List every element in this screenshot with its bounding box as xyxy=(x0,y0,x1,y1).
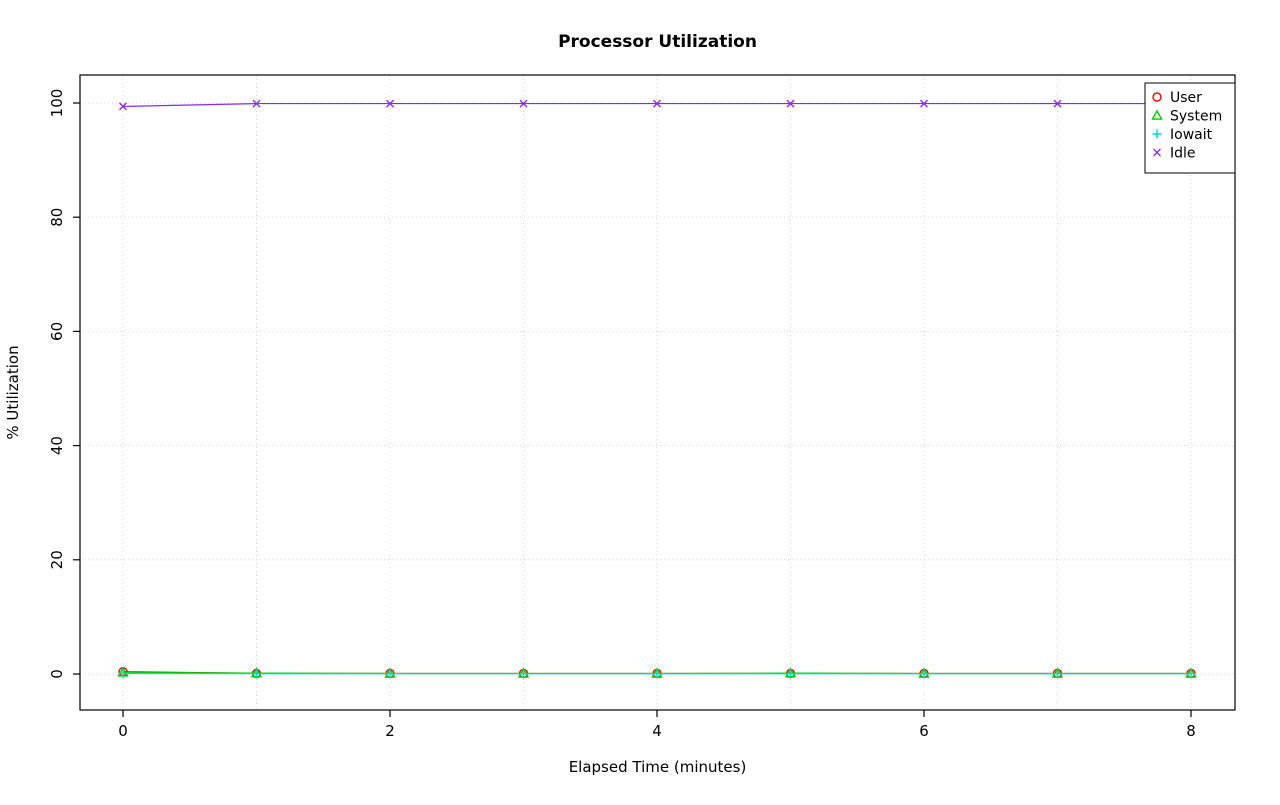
legend-item-system: System xyxy=(1151,109,1222,125)
data-point-plus xyxy=(652,669,662,679)
y-tick-label: 0 xyxy=(48,669,66,679)
x-axis-label: Elapsed Time (minutes) xyxy=(569,758,747,776)
x-tick-label: 8 xyxy=(1186,722,1196,740)
chart-title: Processor Utilization xyxy=(558,32,757,52)
plot-box xyxy=(79,74,1236,711)
x-tick-label: 6 xyxy=(919,722,929,740)
data-point-x xyxy=(386,99,394,108)
data-point-x xyxy=(920,99,928,108)
series-iowait xyxy=(118,668,1196,679)
data-point-x xyxy=(1053,99,1062,108)
data-point-plus xyxy=(118,668,128,678)
legend-item-idle: Idle xyxy=(1153,146,1196,162)
data-point-x xyxy=(119,102,127,111)
legend-label: User xyxy=(1170,90,1202,106)
data-point-x xyxy=(519,99,528,108)
y-tick-label: 20 xyxy=(48,550,66,569)
data-point-x xyxy=(786,99,795,108)
legend-item-iowait: Iowait xyxy=(1152,127,1213,143)
y-tick-label: 40 xyxy=(48,436,66,455)
data-point-plus xyxy=(919,669,929,679)
data-point-plus xyxy=(1152,129,1162,139)
data-point-x xyxy=(1153,148,1161,157)
y-axis-label: % Utilization xyxy=(4,345,22,439)
x-tick-label: 2 xyxy=(385,722,395,740)
y-tick-label: 60 xyxy=(48,322,66,341)
data-point-plus xyxy=(786,669,795,679)
y-tick-label: 100 xyxy=(48,89,66,118)
legend: User System Iowait Idle xyxy=(1144,82,1236,174)
legend-label: Iowait xyxy=(1170,127,1213,143)
legend-label: System xyxy=(1170,109,1222,125)
data-point-x xyxy=(252,99,261,108)
data-point-plus xyxy=(519,669,528,679)
data-point-plus xyxy=(385,669,395,679)
data-point-plus xyxy=(252,669,261,679)
legend-item-user: User xyxy=(1152,90,1202,106)
x-tick-label: 4 xyxy=(652,722,662,740)
x-tick-label: 0 xyxy=(118,722,128,740)
data-point-circle xyxy=(1152,92,1162,102)
data-point-plus xyxy=(1186,669,1196,679)
data-point-plus xyxy=(1053,669,1062,679)
legend-label: Idle xyxy=(1170,146,1196,162)
gridlines xyxy=(80,75,1235,710)
data-point-x xyxy=(653,99,661,108)
legend-box xyxy=(1144,82,1236,174)
y-tick-label: 80 xyxy=(48,208,66,227)
series-idle xyxy=(119,99,1195,111)
data-point-triangle xyxy=(1151,109,1163,120)
